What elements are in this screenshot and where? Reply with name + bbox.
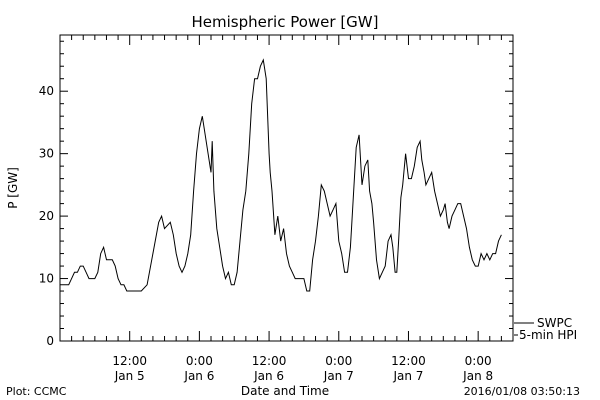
y-axis-label: P [GW] — [6, 167, 20, 209]
legend-swpc-label: SWPC — [537, 316, 572, 330]
y-tick-label: 30 — [39, 147, 54, 161]
x-tick-time-label: 12:00 — [391, 354, 426, 368]
y-axis-ticks: 0 10 20 30 40 — [39, 40, 513, 348]
x-tick-date-label: Jan 7 — [392, 369, 423, 383]
x-tick-time-label: 12:00 — [252, 354, 287, 368]
x-tick-date-label: Jan 5 — [114, 369, 145, 383]
footer-credit: Plot: CCMC — [6, 385, 67, 398]
y-tick-label: 0 — [46, 334, 54, 348]
x-tick-time-label: 12:00 — [112, 354, 147, 368]
y-tick-label: 20 — [39, 209, 54, 223]
chart-title: Hemispheric Power [GW] — [192, 13, 379, 31]
y-tick-label: 40 — [39, 84, 54, 98]
x-tick-time-label: 0:00 — [325, 354, 352, 368]
x-axis-label: Date and Time — [241, 384, 329, 398]
legend: SWPC 5-min HPI — [514, 316, 577, 342]
x-tick-date-label: Jan 6 — [253, 369, 284, 383]
x-tick-date-label: Jan 8 — [462, 369, 493, 383]
x-tick-time-label: 0:00 — [465, 354, 492, 368]
plot-frame — [59, 34, 514, 342]
x-tick-date-label: Jan 6 — [183, 369, 214, 383]
legend-hpi-label: 5-min HPI — [519, 328, 577, 342]
series-line-swpc — [60, 58, 502, 292]
x-tick-date-label: Jan 7 — [323, 369, 354, 383]
y-tick-label: 10 — [39, 272, 54, 286]
x-tick-time-label: 0:00 — [186, 354, 213, 368]
footer-timestamp: 2016/01/08 03:50:13 — [464, 385, 580, 398]
